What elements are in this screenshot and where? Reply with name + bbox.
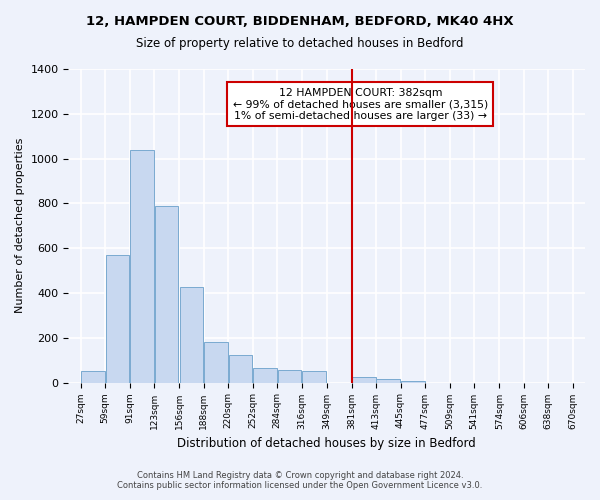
X-axis label: Distribution of detached houses by size in Bedford: Distribution of detached houses by size … xyxy=(178,437,476,450)
Bar xyxy=(278,370,301,382)
Text: 12 HAMPDEN COURT: 382sqm
← 99% of detached houses are smaller (3,315)
1% of semi: 12 HAMPDEN COURT: 382sqm ← 99% of detach… xyxy=(233,88,488,121)
Bar xyxy=(229,354,253,382)
Bar xyxy=(155,206,178,382)
Bar xyxy=(204,342,228,382)
Text: Contains HM Land Registry data © Crown copyright and database right 2024.
Contai: Contains HM Land Registry data © Crown c… xyxy=(118,470,482,490)
Bar xyxy=(352,377,376,382)
Bar xyxy=(130,150,154,382)
Y-axis label: Number of detached properties: Number of detached properties xyxy=(15,138,25,314)
Bar xyxy=(253,368,277,382)
Bar xyxy=(302,372,326,382)
Bar xyxy=(106,255,129,382)
Bar xyxy=(81,372,105,382)
Text: Size of property relative to detached houses in Bedford: Size of property relative to detached ho… xyxy=(136,38,464,51)
Bar xyxy=(376,379,400,382)
Bar xyxy=(180,288,203,382)
Text: 12, HAMPDEN COURT, BIDDENHAM, BEDFORD, MK40 4HX: 12, HAMPDEN COURT, BIDDENHAM, BEDFORD, M… xyxy=(86,15,514,28)
